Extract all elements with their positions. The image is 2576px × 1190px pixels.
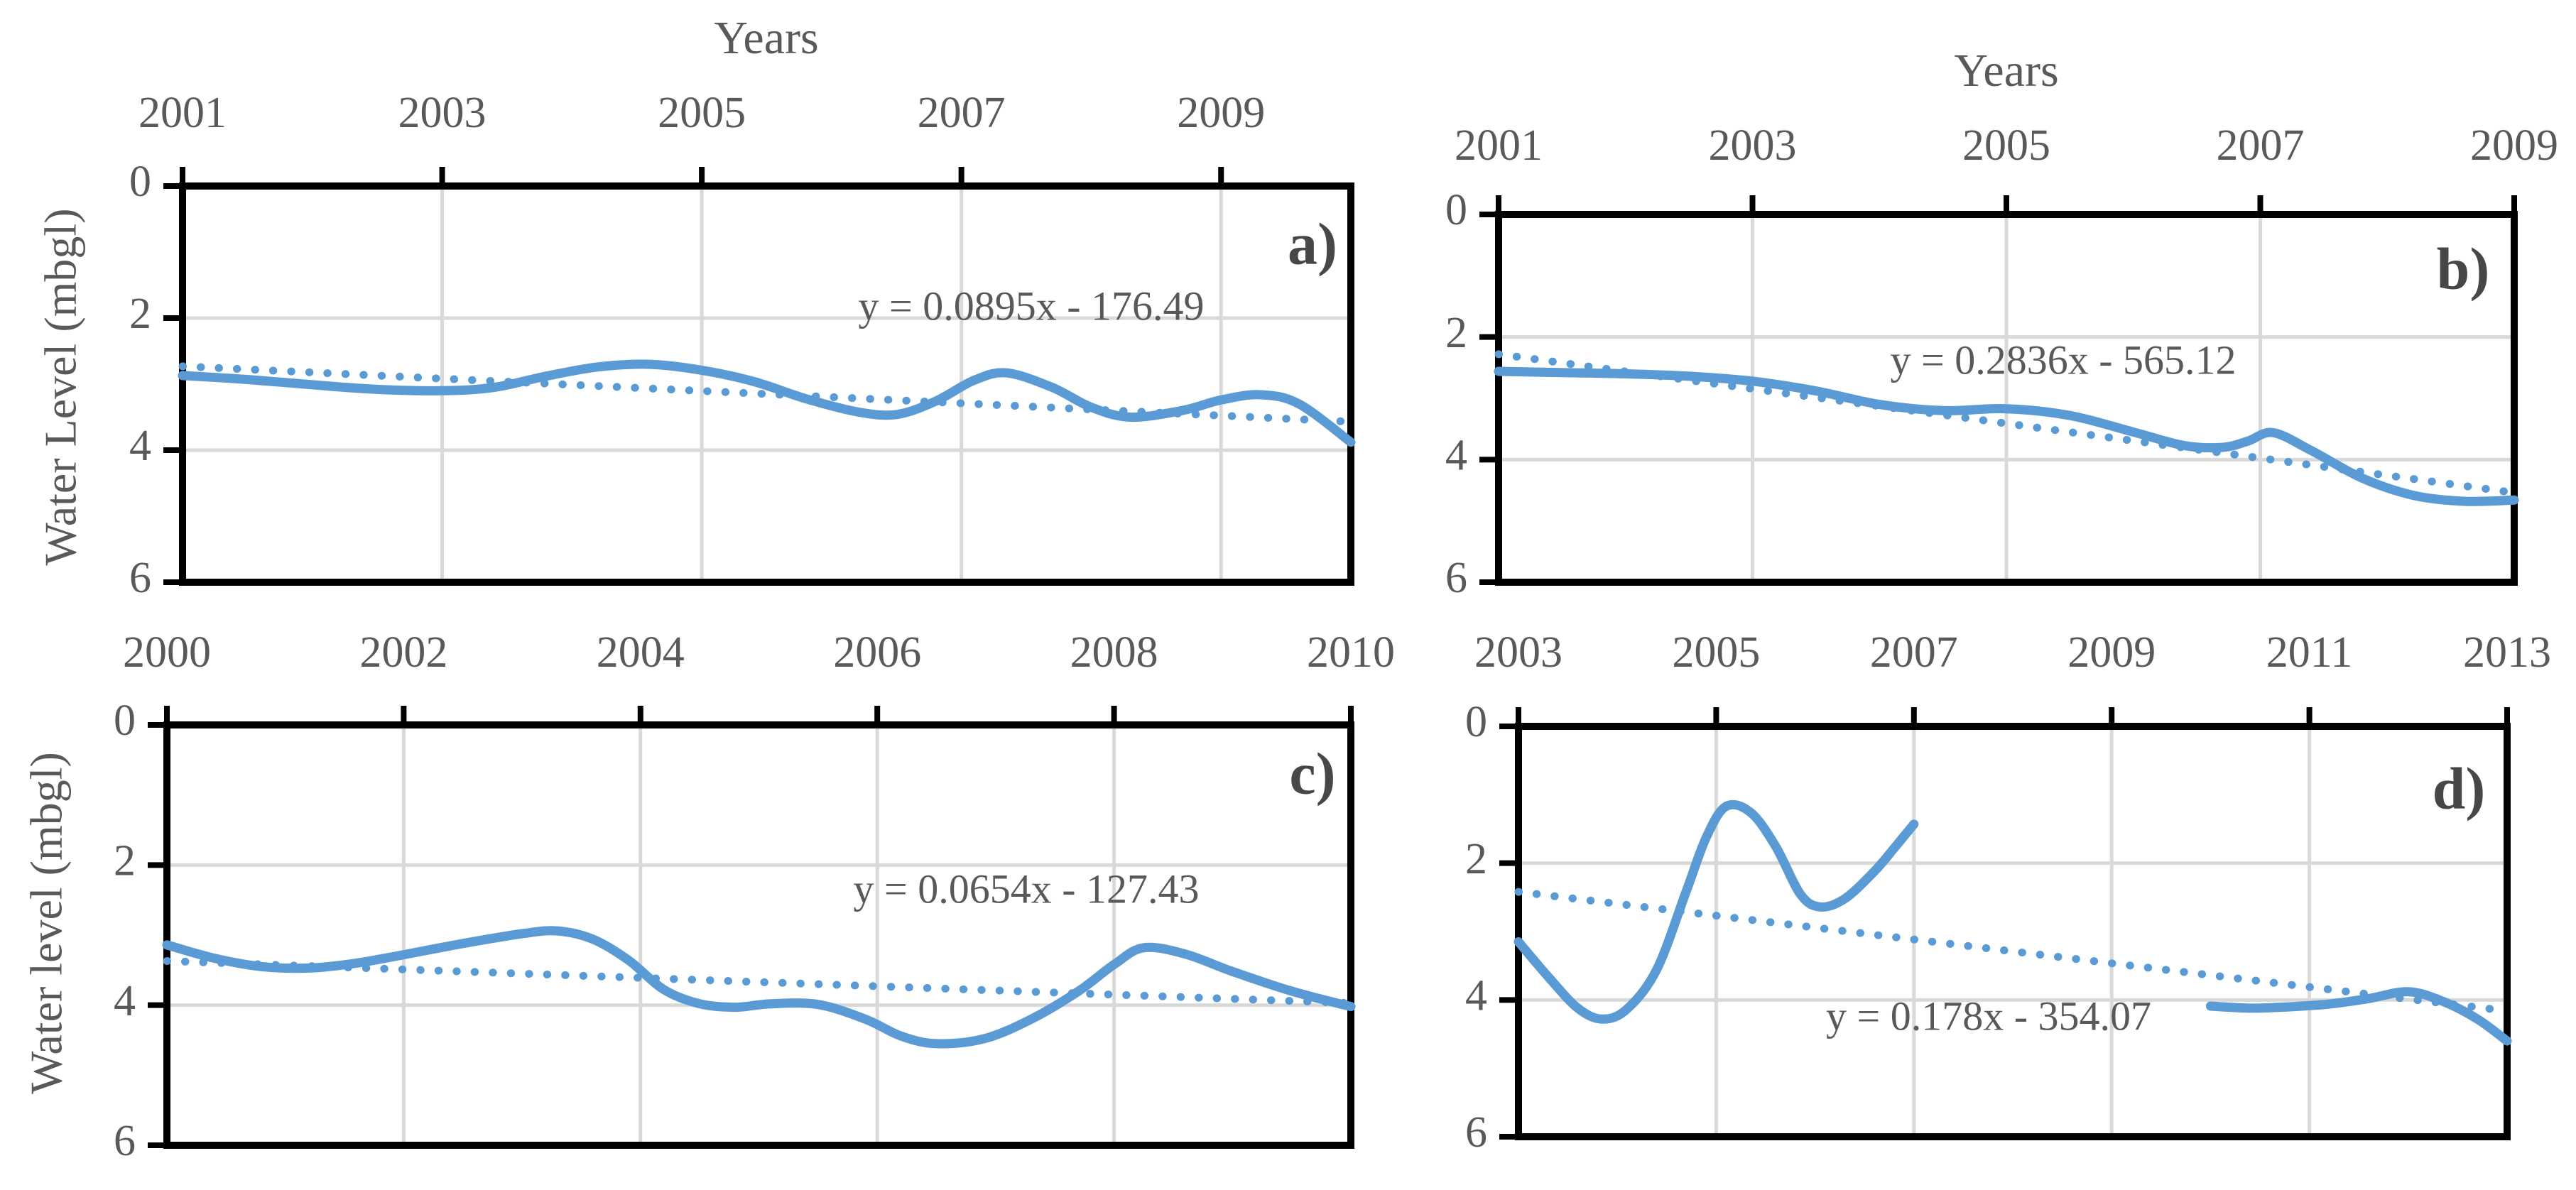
y-axis-title: Water Level (mbgl) <box>36 208 86 565</box>
y-tick-label: 0 <box>1465 698 1487 746</box>
plot-border <box>163 721 1354 1149</box>
x-tick-label: 2003 <box>398 89 487 137</box>
x-tick-label: 2001 <box>138 89 227 137</box>
y-tick-label: 6 <box>129 554 151 602</box>
y-tick-label: 6 <box>1445 554 1467 602</box>
panel-letter-label: d) <box>2433 755 2486 821</box>
water-level-curve <box>1494 366 2519 506</box>
y-tick-label: 2 <box>1465 835 1487 883</box>
panel-letter-label: a) <box>1288 211 1337 277</box>
x-tick-label: 2003 <box>1709 121 1797 170</box>
y-tick-label: 4 <box>129 422 151 470</box>
plot-border <box>179 182 1354 586</box>
panel-b: 2001 2003 2005 2007 2009 0 2 4 6 Years y = 0.2836x… <box>1445 45 2558 602</box>
y-axis-title: Water level (mbgl) <box>21 752 72 1094</box>
y-tick-label: 6 <box>114 1117 136 1165</box>
trend-equation-label: y = 0.0654x - 127.43 <box>853 866 1199 912</box>
x-axis-title: Years <box>1954 45 2058 97</box>
x-tick-label: 2005 <box>1672 628 1760 677</box>
x-axis-title: Years <box>714 12 818 64</box>
water-level-curve <box>178 359 1356 447</box>
x-tick-label: 2003 <box>1474 628 1563 677</box>
trend-equation-label: y = 0.2836x - 565.12 <box>1890 337 2236 383</box>
y-tick-label: 2 <box>129 290 151 338</box>
x-tick-label: 2007 <box>1870 628 1958 677</box>
x-tick-label: 2002 <box>359 628 447 677</box>
y-tick-label: 6 <box>1465 1108 1487 1157</box>
x-tick-label: 2007 <box>918 89 1006 137</box>
y-tick-label: 2 <box>114 837 136 885</box>
panel-a: 2001 2003 2005 2007 2009 0 2 4 6 Years Water Level… <box>36 12 1356 602</box>
x-tick-label: 2013 <box>2463 628 2551 677</box>
y-tick-label: 4 <box>1465 972 1487 1020</box>
y-tick-label: 2 <box>1445 309 1467 357</box>
trend-equation-label: y = 0.0895x - 176.49 <box>858 283 1204 329</box>
x-tick-label: 2005 <box>658 89 746 137</box>
y-tick-label: 0 <box>1445 186 1467 234</box>
x-tick-label: 2001 <box>1455 121 1543 170</box>
x-tick-label: 2004 <box>597 628 685 677</box>
x-tick-label: 2009 <box>2470 121 2558 170</box>
x-tick-label: 2007 <box>2217 121 2305 170</box>
panel-letter-label: b) <box>2437 236 2490 302</box>
x-tick-label: 2010 <box>1307 628 1395 677</box>
water-level-curve <box>1513 799 1919 1024</box>
x-tick-label: 2009 <box>2067 628 2156 677</box>
panel-d: 2003 2005 2007 2009 2011 2013 0 2 4 6 y = 0.178x -… <box>1465 628 2551 1157</box>
water-level-curve <box>2205 987 2512 1046</box>
x-tick-label: 2008 <box>1070 628 1158 677</box>
trend-line <box>163 957 1355 1008</box>
y-tick-label: 0 <box>129 158 151 206</box>
trend-equation-label: y = 0.178x - 354.07 <box>1826 993 2151 1039</box>
x-tick-label: 2006 <box>833 628 921 677</box>
water-level-curve <box>162 926 1356 1049</box>
panel-c: 2000 2002 2004 2006 2008 2010 0 2 4 6 Water level … <box>21 628 1395 1165</box>
x-tick-label: 2005 <box>1962 121 2050 170</box>
y-tick-label: 4 <box>1445 432 1467 480</box>
y-tick-label: 0 <box>114 697 136 745</box>
plot-border <box>1515 723 2511 1140</box>
x-tick-label: 2009 <box>1177 89 1265 137</box>
x-tick-label: 2011 <box>2266 628 2353 677</box>
x-tick-label: 2000 <box>123 628 211 677</box>
y-tick-label: 4 <box>114 977 136 1025</box>
panel-letter-label: c) <box>1289 741 1335 807</box>
